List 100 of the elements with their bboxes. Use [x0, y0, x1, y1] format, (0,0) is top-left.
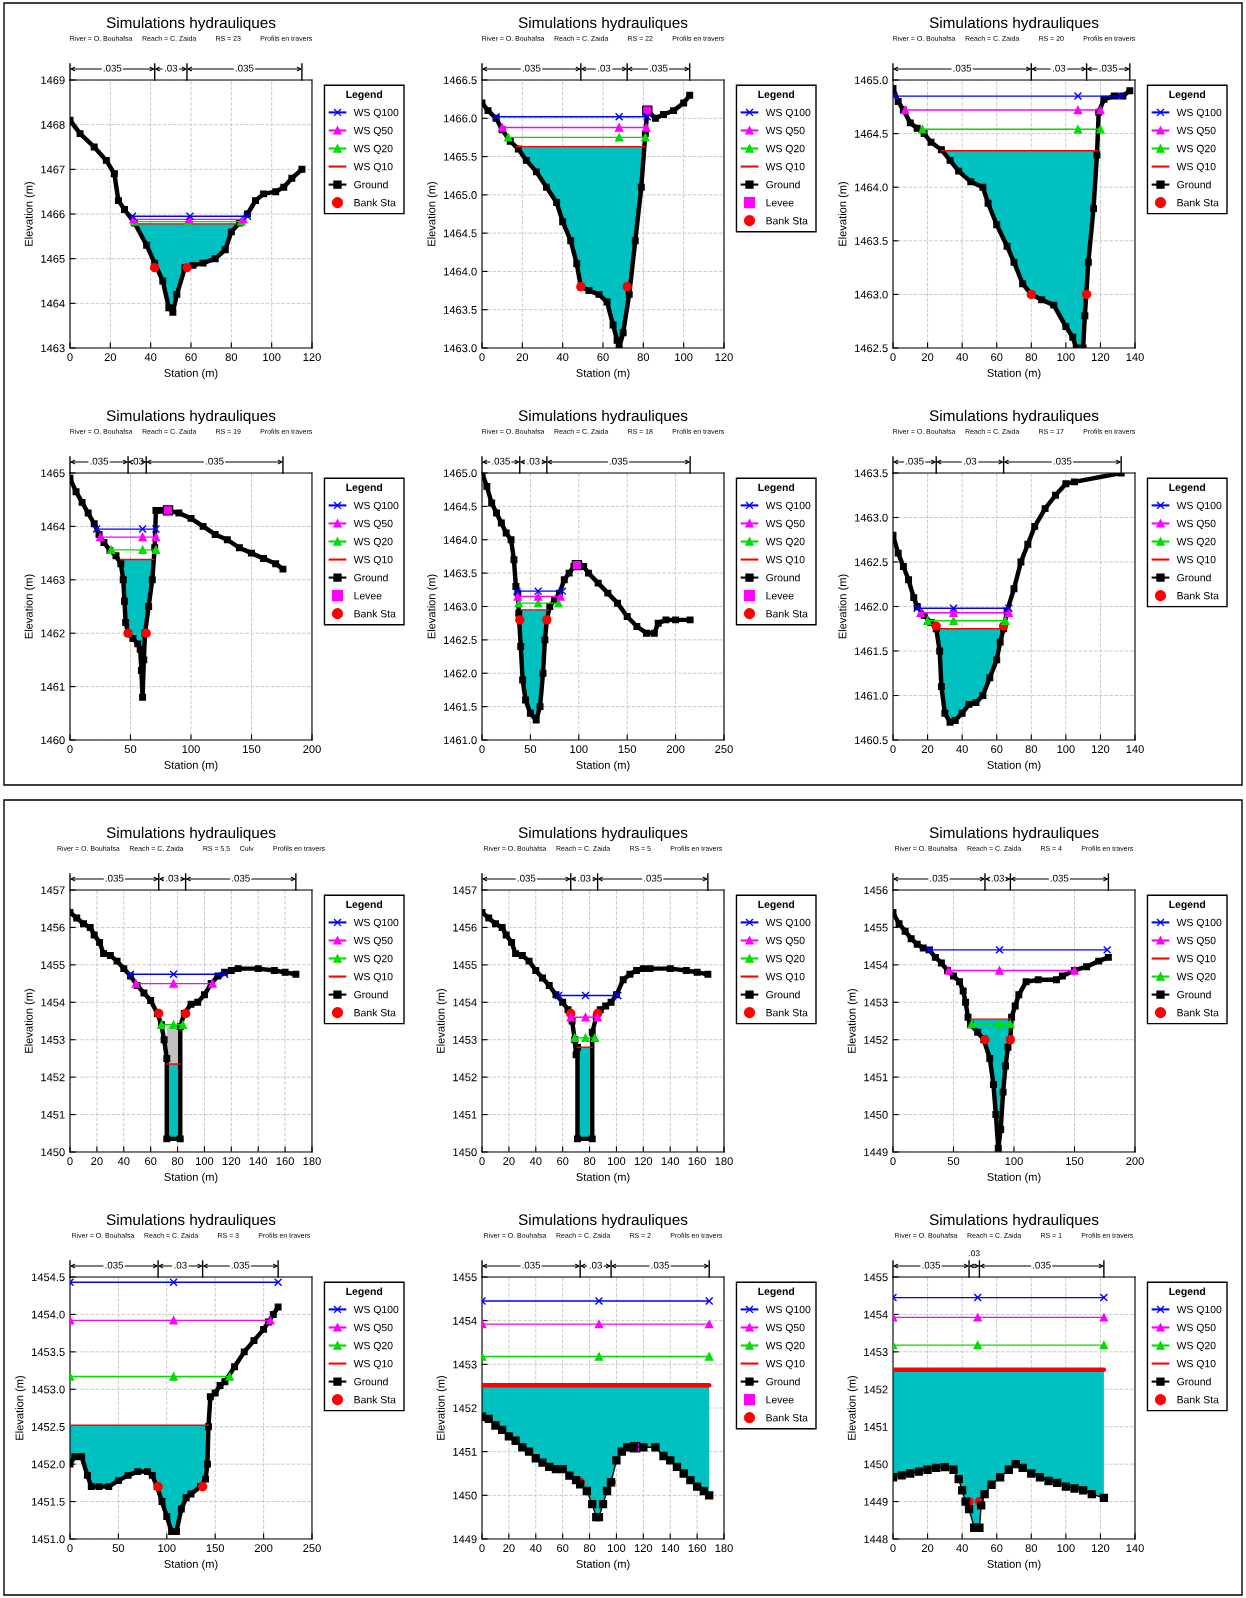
legend-label: WS Q100	[765, 1305, 811, 1316]
y-axis-title: Elevation (m)	[24, 988, 35, 1053]
x-tick-label: 120	[715, 353, 733, 362]
text: .03	[166, 874, 179, 882]
y-tick-label: 1462.0	[444, 669, 477, 678]
legend-title: Legend	[346, 1287, 383, 1298]
legend-label: Ground	[766, 573, 800, 582]
x-tick-label: 100	[1005, 1157, 1023, 1166]
y-tick-label: 1466.5	[444, 76, 477, 85]
y-axis-title: Elevation (m)	[436, 1375, 447, 1440]
x-tick-label: 0	[890, 1157, 896, 1166]
x-tick-label: 140	[249, 1157, 268, 1166]
y-tick-label: 1453	[453, 1360, 477, 1369]
chart-title: Simulations hydrauliques	[929, 16, 1099, 32]
legend-label: WS Q20	[353, 537, 393, 548]
legend-label: WS Q100	[765, 918, 811, 929]
y-tick-label: 1461.5	[855, 647, 888, 656]
text: .03	[964, 457, 977, 465]
legend-title: Legend	[758, 900, 795, 911]
y-tick-label: 1464.0	[855, 183, 888, 192]
x-tick-label: 20	[503, 1544, 515, 1553]
legend-label: Bank Sta	[766, 216, 808, 225]
legend-label: WS Q50	[1176, 519, 1216, 530]
text: .035	[206, 457, 224, 465]
legend-label: Ground	[766, 1377, 800, 1386]
legend-label: WS Q20	[1176, 537, 1216, 548]
x-axis-title: Station (m)	[164, 368, 218, 380]
x-tick-label: 160	[688, 1544, 706, 1553]
y-tick-label: 1463.5	[444, 305, 477, 314]
y-tick-label: 1461.5	[444, 702, 477, 711]
legend-label: WS Q50	[1176, 126, 1216, 137]
x-tick-label: 200	[303, 745, 321, 754]
x-tick-label: 40	[529, 1157, 542, 1166]
y-tick-label: 1463.0	[444, 602, 477, 611]
y-tick-label: 1465.5	[444, 152, 477, 161]
chart-title: Simulations hydrauliques	[106, 409, 276, 425]
legend-label: WS Q10	[353, 555, 393, 566]
text: .035	[906, 457, 924, 465]
y-tick-label: 1461.0	[444, 736, 477, 745]
x-tick-label: 40	[956, 745, 968, 754]
x-axis-title: Station (m)	[164, 760, 218, 772]
legend-title: Legend	[1169, 1287, 1206, 1298]
y-axis-title: Elevation (m)	[24, 574, 35, 639]
y-tick-label: 1465	[41, 254, 65, 263]
x-axis-title: Station (m)	[987, 1172, 1041, 1184]
text: .03	[991, 874, 1004, 882]
legend-label: Ground	[766, 180, 800, 189]
legend-label: Ground	[354, 990, 388, 999]
y-tick-label: 1463.5	[855, 469, 888, 478]
legend-label: WS Q10	[353, 1359, 393, 1370]
chart-title: Simulations hydrauliques	[518, 409, 688, 425]
x-tick-label: 20	[104, 353, 117, 362]
x-tick-label: 60	[991, 745, 1003, 754]
x-tick-label: 20	[503, 1157, 515, 1166]
x-tick-label: 100	[182, 745, 200, 754]
x-tick-label: 60	[597, 353, 609, 362]
y-tick-label: 1461	[41, 682, 65, 691]
text: .03	[131, 457, 144, 465]
y-tick-label: 1454	[864, 961, 888, 969]
text: .03	[527, 457, 540, 465]
y-tick-label: 1452	[864, 1385, 888, 1394]
legend-label: Levee	[766, 1396, 794, 1404]
legend-label: Bank Sta	[354, 1395, 396, 1404]
text: .035	[1033, 1261, 1051, 1269]
legend-label: WS Q50	[765, 126, 805, 137]
y-tick-label: 1463.5	[855, 237, 888, 245]
y-tick-label: 1451	[864, 1423, 888, 1431]
legend-label: Bank Sta	[766, 1008, 808, 1017]
x-axis-title: Station (m)	[164, 1172, 218, 1184]
x-tick-label: 60	[991, 353, 1003, 362]
y-tick-label: 1451.0	[32, 1535, 65, 1544]
legend-label: WS Q10	[765, 1359, 805, 1370]
x-tick-label: 0	[890, 1544, 896, 1553]
x-tick-label: 20	[921, 745, 934, 754]
x-tick-label: 140	[1126, 1544, 1144, 1553]
text: .035	[649, 64, 668, 72]
legend-label: Bank Sta	[1177, 1008, 1219, 1017]
x-tick-label: 140	[1126, 745, 1144, 754]
x-tick-label: 80	[1025, 353, 1038, 362]
y-tick-label: 1457	[453, 886, 477, 895]
y-tick-label: 1466	[41, 210, 65, 219]
x-tick-label: 0	[67, 353, 73, 362]
text: .035	[232, 874, 250, 882]
legend-label: WS Q10	[353, 972, 393, 983]
x-tick-label: 100	[608, 1157, 626, 1166]
y-axis-title: Elevation (m)	[15, 1375, 26, 1440]
y-tick-label: 1453	[864, 1348, 888, 1356]
x-tick-label: 40	[144, 353, 157, 362]
text: .035	[930, 874, 949, 882]
legend-label: WS Q100	[353, 108, 399, 119]
text: .035	[609, 457, 628, 465]
x-tick-label: 0	[67, 1544, 73, 1553]
legend-label: Ground	[1177, 990, 1211, 999]
y-tick-label: 1454	[453, 998, 477, 1007]
text: .035	[105, 1261, 124, 1269]
legend-label: Levee	[766, 592, 794, 600]
x-tick-label: 100	[675, 353, 693, 362]
y-tick-label: 1454	[864, 1310, 888, 1319]
legend-label: WS Q50	[765, 519, 805, 530]
y-tick-label: 1450	[864, 1460, 888, 1469]
